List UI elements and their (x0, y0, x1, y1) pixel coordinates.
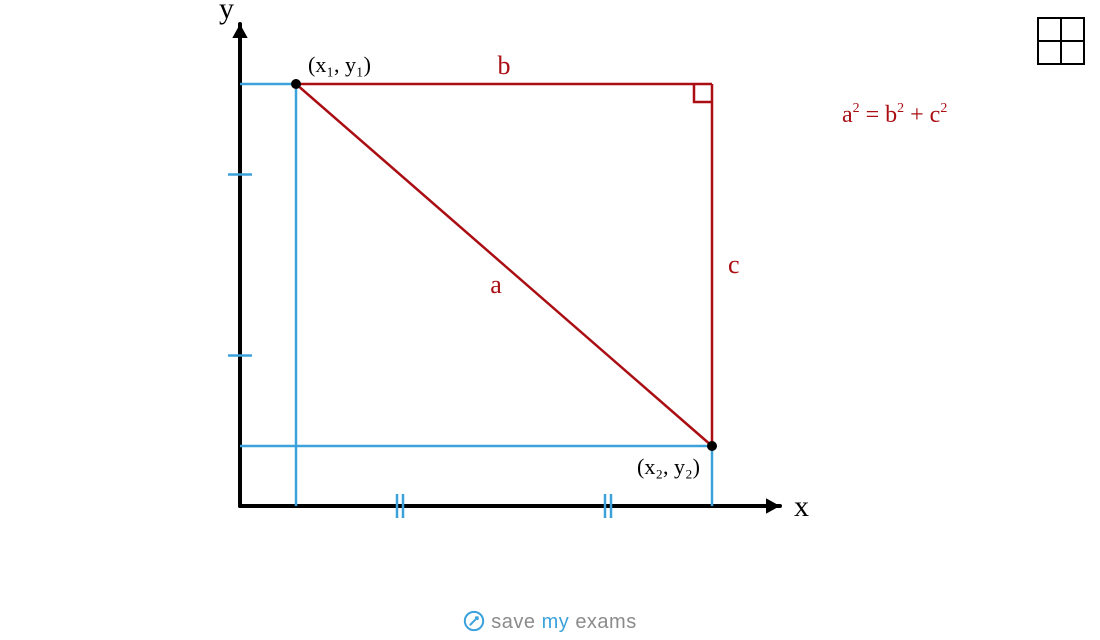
right-angle-mark (694, 84, 712, 102)
formula-text: a2 = b2 + c2 (842, 101, 947, 128)
y-axis-label: y (219, 0, 234, 25)
axes: x y (219, 0, 809, 523)
x-axis-label: x (794, 490, 809, 523)
point-p2 (707, 441, 717, 451)
label-a: a (490, 270, 502, 299)
guides (228, 84, 712, 518)
x-axis-arrow (766, 498, 780, 513)
brand-exams: exams (575, 611, 636, 633)
triangle: b c a (296, 51, 740, 446)
label-p1: (x₁, y₁) (308, 52, 371, 77)
y-axis-arrow (232, 24, 247, 38)
label-p2: (x₂, y₂) (637, 454, 700, 479)
label-c: c (728, 250, 740, 279)
pythagoras-formula: a2 = b2 + c2 (842, 101, 947, 128)
brand-save: save (491, 611, 535, 633)
triangle-side-a (296, 84, 712, 446)
grid-icon (1038, 18, 1084, 64)
brand-footer: save my exams (0, 610, 1100, 634)
label-b: b (498, 51, 511, 80)
point-p1 (291, 79, 301, 89)
brand-my: my (542, 611, 570, 633)
brand-logo-icon (463, 610, 485, 632)
